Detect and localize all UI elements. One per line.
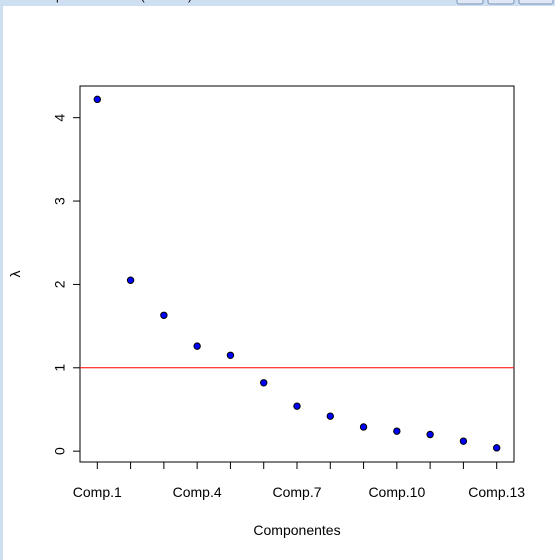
title-bar: [0, 0, 555, 6]
y-axis-label: λ: [7, 271, 23, 278]
point: [293, 402, 301, 410]
point: [492, 444, 501, 452]
x-tick-label: Comp.4: [173, 484, 222, 500]
y-tick-label: 2: [52, 280, 68, 288]
maximize-button[interactable]: [487, 0, 515, 5]
x-tick-label: Comp.1: [73, 484, 122, 500]
point: [459, 437, 468, 445]
y-tick-label: 4: [52, 114, 68, 122]
point: [193, 342, 201, 350]
window-border: [0, 6, 3, 560]
window-title: R Graphics: Device 2 (ACTIVE): [24, 0, 192, 3]
point: [393, 427, 401, 435]
point: [359, 423, 368, 431]
minimize-button[interactable]: [456, 0, 484, 5]
x-tick-label: Comp.7: [272, 484, 321, 500]
point: [426, 430, 434, 439]
point: [93, 95, 102, 104]
x-tick-label: Comp.10: [368, 484, 425, 500]
point: [226, 351, 235, 359]
point: [160, 311, 168, 319]
y-tick-label: 0: [52, 447, 68, 455]
point: [126, 276, 135, 284]
point: [260, 379, 268, 387]
y-tick-label: 1: [52, 364, 68, 372]
y-tick-label: 3: [52, 197, 68, 205]
close-button[interactable]: [518, 0, 554, 5]
point: [326, 412, 334, 420]
x-tick-label: Comp.13: [468, 484, 525, 500]
x-axis-label: Componentes: [253, 522, 340, 538]
